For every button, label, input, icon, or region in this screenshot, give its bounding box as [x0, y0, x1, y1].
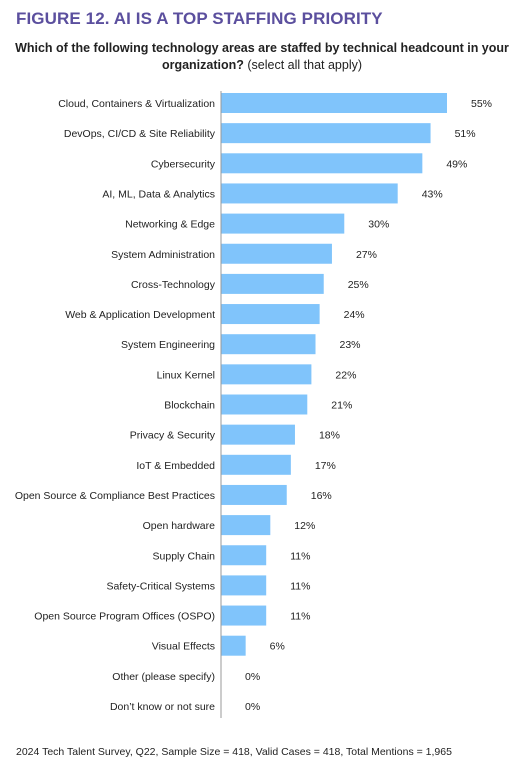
value-label-open-source-program-offices-ospo: 11% — [290, 611, 310, 623]
bar-safety-critical-systems — [221, 575, 267, 596]
value-label-other-please-specify: 0% — [245, 671, 260, 683]
value-label-safety-critical-systems: 11% — [290, 580, 310, 592]
category-label-privacy-security: Privacy & Security — [130, 430, 216, 442]
category-label-cloud-containers-virtualization: Cloud, Containers & Virtualization — [58, 98, 215, 110]
category-label-open-source-compliance-best-practices: Open Source & Compliance Best Practices — [15, 490, 215, 502]
category-label-visual-effects: Visual Effects — [152, 641, 215, 653]
bar-cloud-containers-virtualization — [221, 93, 447, 113]
bar-supply-chain — [221, 545, 267, 566]
category-label-devops-ci-cd-site-reliability: DevOps, CI/CD & Site Reliability — [64, 128, 216, 140]
value-label-cross-technology: 25% — [348, 279, 369, 291]
bar-privacy-security — [221, 424, 295, 445]
value-label-blockchain: 21% — [331, 400, 352, 412]
bar-open-source-compliance-best-practices — [221, 484, 287, 505]
category-label-supply-chain: Supply Chain — [153, 550, 216, 562]
value-label-networking-edge: 30% — [368, 219, 389, 231]
category-label-networking-edge: Networking & Edge — [125, 219, 215, 231]
value-label-web-application-development: 24% — [344, 309, 365, 321]
bar-visual-effects — [221, 635, 246, 656]
value-label-system-administration: 27% — [356, 249, 377, 261]
category-label-iot-embedded: IoT & Embedded — [136, 460, 215, 472]
bar-devops-ci-cd-site-reliability — [221, 123, 431, 144]
bar-iot-embedded — [221, 454, 291, 475]
category-label-system-administration: System Administration — [111, 249, 215, 261]
category-label-blockchain: Blockchain — [164, 400, 215, 412]
bar-chart: Cloud, Containers & Virtualization 55% Dev… — [15, 91, 492, 718]
category-label-cybersecurity: Cybersecurity — [151, 158, 216, 170]
question-main-text: Which of the following technology areas … — [15, 41, 509, 72]
category-label-open-hardware: Open hardware — [143, 520, 216, 532]
bar-ai-ml-data-analytics — [221, 183, 398, 204]
bar-cybersecurity — [221, 153, 423, 174]
bar-web-application-development — [221, 304, 320, 325]
value-label-visual-effects: 6% — [270, 641, 285, 653]
value-label-iot-embedded: 17% — [315, 460, 336, 472]
bar-open-hardware — [221, 515, 271, 536]
value-label-open-source-compliance-best-practices: 16% — [311, 490, 332, 502]
category-label-ai-ml-data-analytics: AI, ML, Data & Analytics — [102, 188, 215, 200]
bar-system-administration — [221, 243, 332, 264]
bar-open-source-program-offices-ospo — [221, 605, 267, 626]
bars-group: Cloud, Containers & Virtualization 55% Dev… — [15, 93, 492, 713]
chart-question: Which of the following technology areas … — [0, 40, 524, 74]
category-label-safety-critical-systems: Safety-Critical Systems — [106, 580, 215, 592]
category-label-other-please-specify: Other (please specify) — [112, 671, 215, 683]
category-label-system-engineering: System Engineering — [121, 339, 215, 351]
value-label-open-hardware: 12% — [294, 520, 315, 532]
value-label-supply-chain: 11% — [290, 550, 310, 562]
bar-cross-technology — [221, 273, 324, 294]
figure-title: FIGURE 12. AI IS A TOP STAFFING PRIORITY — [16, 9, 383, 28]
category-label-web-application-development: Web & Application Development — [65, 309, 215, 321]
bar-system-engineering — [221, 334, 316, 355]
category-label-cross-technology: Cross-Technology — [131, 279, 216, 291]
value-label-privacy-security: 18% — [319, 430, 340, 442]
value-label-system-engineering: 23% — [340, 339, 361, 351]
question-note-text: (select all that apply) — [247, 58, 363, 72]
bar-blockchain — [221, 394, 308, 415]
category-label-open-source-program-offices-ospo: Open Source Program Offices (OSPO) — [34, 611, 215, 623]
category-label-linux-kernel: Linux Kernel — [157, 369, 215, 381]
value-label-cloud-containers-virtualization: 55% — [471, 98, 492, 110]
bar-networking-edge — [221, 213, 345, 234]
value-label-linux-kernel: 22% — [335, 369, 356, 381]
footnote: 2024 Tech Talent Survey, Q22, Sample Siz… — [16, 746, 452, 758]
value-label-cybersecurity: 49% — [446, 158, 467, 170]
value-label-don-t-know-or-not-sure: 0% — [245, 701, 260, 713]
value-label-devops-ci-cd-site-reliability: 51% — [455, 128, 476, 140]
bar-linux-kernel — [221, 364, 312, 385]
value-label-ai-ml-data-analytics: 43% — [422, 188, 443, 200]
category-label-don-t-know-or-not-sure: Don’t know or not sure — [110, 701, 215, 713]
